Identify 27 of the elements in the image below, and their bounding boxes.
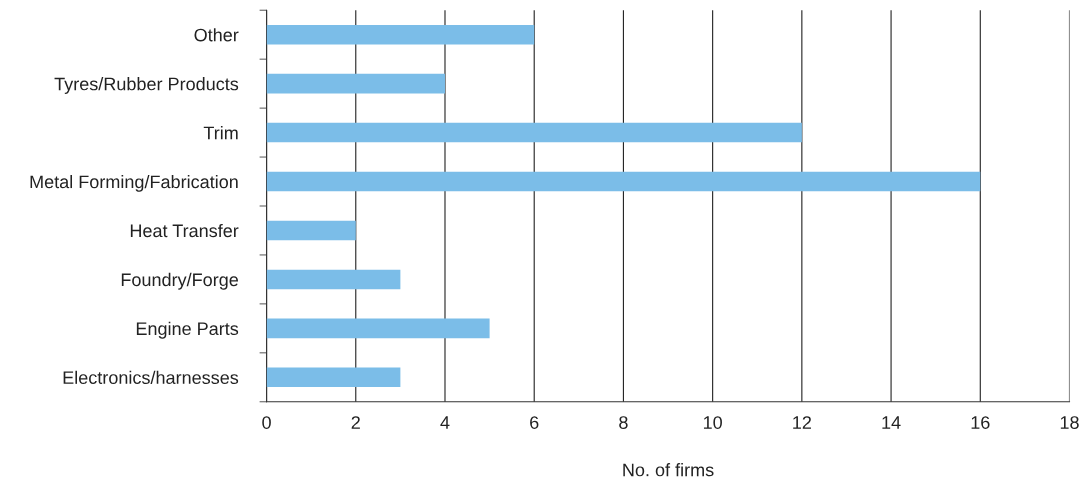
x-tick-label: 4	[440, 416, 450, 429]
y-tick-label: Electronics/harnesses	[63, 370, 239, 385]
bar	[266, 171, 981, 192]
x-tick-label: 0	[262, 416, 271, 429]
y-tick-label: Tyres/Rubber Products	[54, 77, 239, 94]
y-tick-label: Other	[194, 28, 239, 42]
bar	[266, 73, 445, 94]
bar	[266, 367, 401, 388]
x-tick-label: 10	[703, 416, 722, 429]
bar	[266, 220, 356, 241]
x-tick-label: 2	[351, 416, 360, 429]
y-tick-label: Foundry/Forge	[121, 272, 238, 290]
y-tick-label: Engine Parts	[136, 321, 239, 339]
bar	[266, 122, 802, 143]
y-tick-label: Trim	[203, 126, 238, 140]
y-tick-label: Heat Transfer	[130, 223, 239, 238]
x-tick-label: 18	[1060, 416, 1079, 429]
x-tick-label: 16	[971, 416, 990, 429]
bar	[266, 269, 401, 290]
y-tick-label: Metal Forming/Fabrication	[30, 174, 238, 192]
bar	[266, 24, 535, 45]
x-axis-title: No. of firms	[623, 463, 714, 477]
x-tick-label: 8	[619, 416, 628, 429]
bar	[266, 318, 490, 339]
x-tick-label: 14	[882, 416, 901, 429]
x-tick-label: 12	[793, 416, 811, 429]
x-tick-label: 6	[530, 416, 539, 429]
